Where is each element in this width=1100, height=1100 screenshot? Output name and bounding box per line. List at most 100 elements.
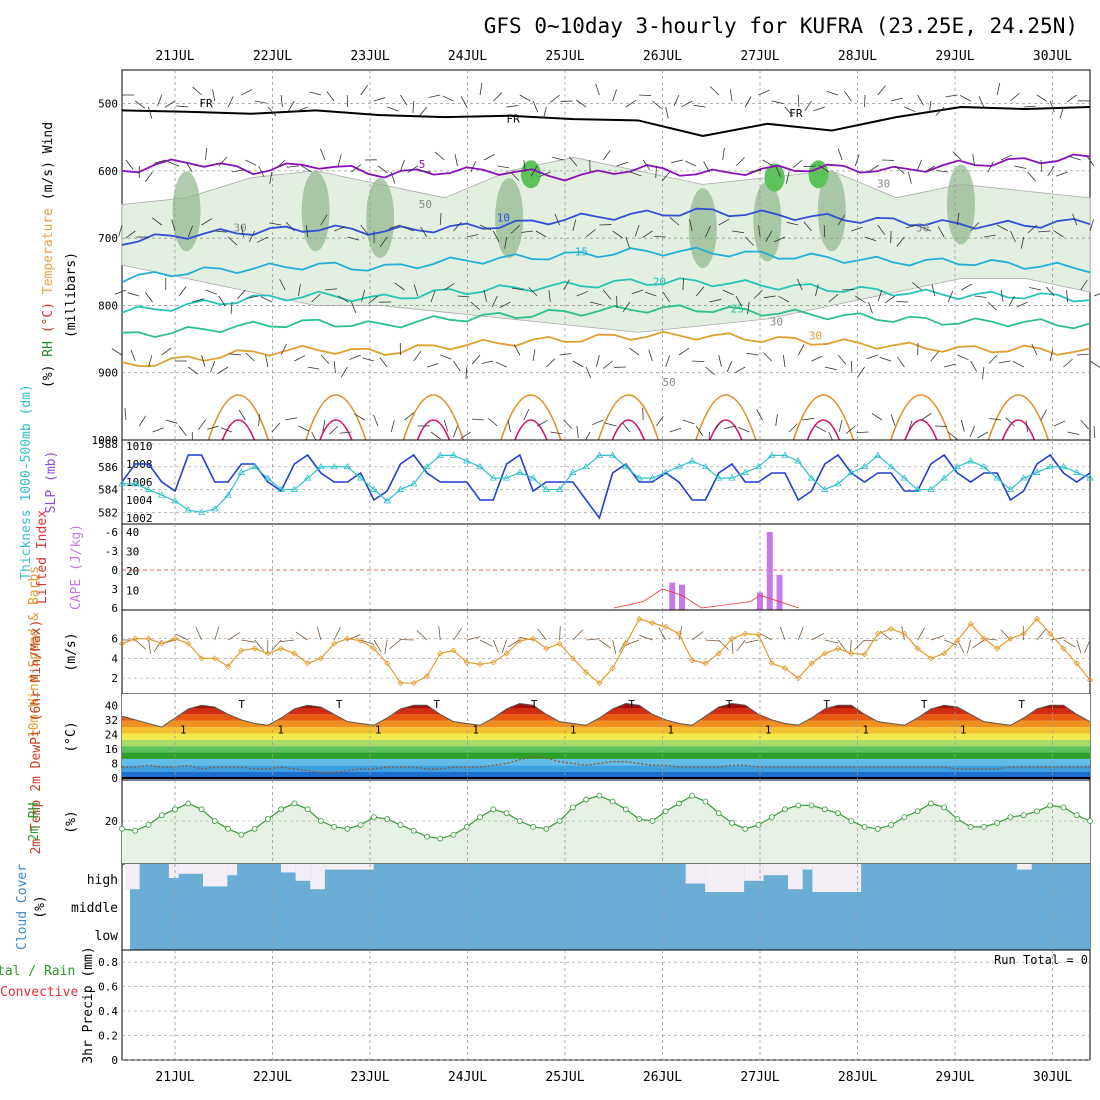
wind-barb bbox=[466, 234, 479, 238]
bottom-date-label: 29JUL bbox=[935, 1070, 974, 1085]
wind-barb bbox=[337, 295, 349, 303]
thickness-marker bbox=[211, 505, 219, 512]
wind10m-marker bbox=[490, 659, 497, 666]
wind-barb bbox=[689, 219, 693, 232]
wind10m-marker bbox=[317, 655, 324, 662]
wind-barb bbox=[917, 94, 924, 106]
freezing-level-label: FR bbox=[507, 112, 521, 125]
cape-bar bbox=[757, 592, 763, 610]
wind-barb bbox=[171, 219, 176, 232]
isotherm-line bbox=[121, 277, 1091, 314]
precip-ylabel: 3hr Precip (mm) bbox=[81, 946, 96, 1063]
wind-barb bbox=[890, 97, 903, 102]
wind-barb bbox=[718, 218, 730, 226]
wind-barb bbox=[837, 214, 846, 226]
dewpoint-line bbox=[122, 755, 1090, 774]
wind-barb bbox=[803, 221, 812, 232]
isotherm-label: 15 bbox=[575, 245, 588, 258]
wind-barb bbox=[678, 347, 690, 356]
rh-high-blob bbox=[753, 181, 782, 262]
wind-barb bbox=[603, 360, 613, 369]
isotherm-line bbox=[121, 207, 1091, 246]
wind-barb bbox=[797, 94, 800, 108]
wind10m-marker bbox=[980, 635, 987, 642]
wind-barb bbox=[418, 170, 432, 173]
thickness-ylabel: Thickness 1000-500mb (dm) bbox=[19, 384, 34, 580]
rh2m-marker bbox=[1060, 804, 1067, 811]
wind10m-barb bbox=[930, 635, 945, 641]
wind-barb bbox=[758, 224, 761, 237]
rh2m-marker bbox=[821, 806, 828, 813]
wind-barb bbox=[276, 159, 286, 169]
precip-tick: 0.8 bbox=[98, 956, 118, 969]
wind-barb bbox=[844, 90, 852, 102]
wind-barb bbox=[360, 224, 369, 235]
wind-barb bbox=[523, 408, 530, 421]
upper-air-ylabel-part: (°C) bbox=[41, 294, 56, 333]
cloud-cover-panel: high middle low bbox=[71, 863, 1091, 951]
wind10m-barb bbox=[416, 630, 428, 641]
wind-barb bbox=[705, 225, 711, 238]
wind-barb bbox=[248, 230, 255, 242]
thickness-marker bbox=[754, 462, 763, 470]
thickness-marker bbox=[303, 474, 312, 481]
wind-barb bbox=[400, 94, 408, 106]
thickness-marker bbox=[874, 451, 882, 458]
rh2m-marker bbox=[901, 814, 908, 820]
wind10m-barb bbox=[1063, 639, 1076, 648]
wind-barb bbox=[457, 295, 470, 298]
wind-barb bbox=[258, 165, 265, 177]
rh2m-marker bbox=[782, 806, 788, 813]
isotherm-line bbox=[121, 153, 1091, 182]
wind-barb bbox=[818, 164, 830, 173]
wind-barb bbox=[857, 366, 865, 378]
lifted-cape-panel: -6 -3 0 3 6 10 20 30 40 bbox=[105, 523, 1091, 615]
wind10m-marker bbox=[171, 635, 179, 642]
wind-barb bbox=[996, 224, 1008, 231]
cape-tick: 40 bbox=[126, 526, 139, 539]
wind-barb bbox=[510, 171, 520, 181]
wind-barb bbox=[1093, 293, 1100, 297]
wind-barb bbox=[877, 85, 886, 96]
wind-barb bbox=[718, 354, 722, 367]
hot-isotherm bbox=[514, 419, 548, 441]
wind-barb bbox=[692, 360, 705, 363]
wind-barb bbox=[797, 278, 803, 291]
rh2m-marker bbox=[132, 827, 139, 834]
wind-barb bbox=[305, 225, 309, 238]
thickness-marker bbox=[436, 451, 444, 458]
thickness-marker bbox=[410, 480, 418, 487]
rh2m-marker bbox=[1073, 812, 1080, 819]
wind-barb bbox=[340, 366, 348, 378]
cape-bar bbox=[669, 582, 676, 610]
wind-barb bbox=[695, 425, 704, 437]
wind-barb bbox=[726, 360, 733, 373]
wind-barb bbox=[491, 295, 498, 308]
wind-barb bbox=[504, 236, 507, 249]
freezing-level-label: FR bbox=[789, 107, 803, 120]
rh2m-unit: (%) bbox=[64, 810, 79, 833]
thickness-marker bbox=[516, 468, 524, 475]
wind-barb bbox=[735, 157, 745, 167]
wind-barb bbox=[256, 236, 269, 243]
warm-isotherm bbox=[792, 394, 855, 441]
wind-barb bbox=[287, 100, 295, 112]
wind-barb bbox=[1036, 94, 1048, 102]
wind-barb bbox=[254, 100, 267, 104]
wind10m-barb bbox=[779, 626, 786, 641]
wind-barb bbox=[548, 290, 551, 303]
wind-barb bbox=[744, 96, 752, 108]
rh-contour-label: 30 bbox=[234, 221, 247, 234]
wind-barb bbox=[443, 419, 449, 432]
hot-isotherm bbox=[221, 419, 256, 441]
rh2m-marker bbox=[1007, 814, 1014, 820]
wind-barb bbox=[907, 420, 913, 433]
wind-barb bbox=[428, 94, 441, 98]
wind-barb bbox=[838, 419, 843, 432]
wind10m-barb bbox=[280, 639, 295, 643]
wind-barb bbox=[763, 295, 776, 299]
rh-saturated-blob bbox=[764, 163, 785, 192]
wind-barb bbox=[634, 224, 640, 237]
wind-barb bbox=[797, 344, 805, 356]
top-date-label: 30JUL bbox=[1033, 49, 1072, 64]
